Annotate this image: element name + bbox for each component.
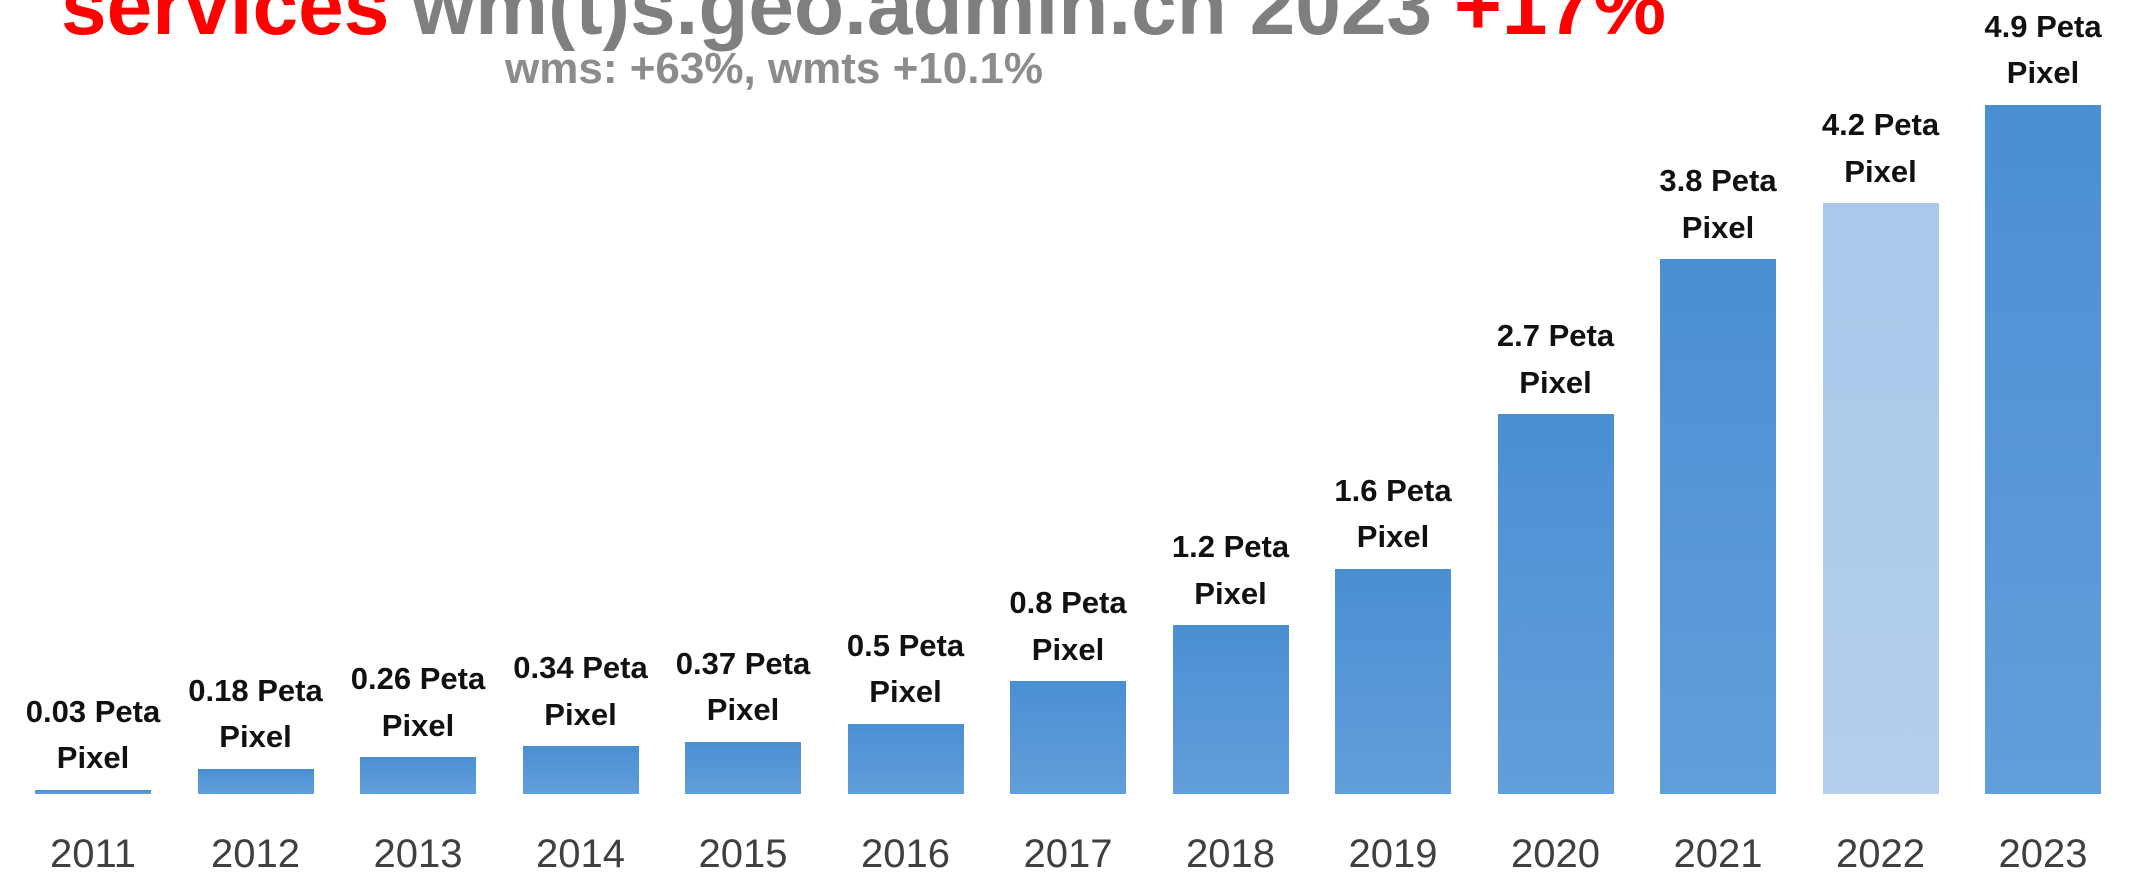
title-part: wm(t)s.geo.admin.ch 2023: [411, 0, 1433, 52]
x-tick-label: 2013: [373, 832, 463, 876]
bar: [1335, 568, 1451, 794]
bar: [847, 723, 964, 794]
x-tick-label: 2023: [1998, 832, 2088, 876]
data-label: 0.34 Peta Pixel: [513, 650, 648, 732]
data-label: 4.9 Peta Pixel: [1984, 8, 2102, 91]
data-label: 3.8 Peta Pixel: [1659, 163, 1777, 245]
data-label: 0.5 Peta Pixel: [846, 627, 965, 710]
x-tick-label: 2019: [1348, 832, 1438, 876]
x-tick-label: 2017: [1023, 832, 1113, 876]
bar: [35, 789, 151, 794]
data-label: 1.2 Peta Pixel: [1171, 529, 1290, 611]
data-label: 2.7 Peta Pixel: [1496, 318, 1615, 400]
x-tick-label: 2020: [1511, 832, 1600, 876]
data-label: 1.6 Peta Pixel: [1334, 472, 1452, 555]
bar: [522, 746, 639, 794]
data-label: 0.8 Peta Pixel: [1009, 585, 1127, 667]
x-tick-label: 2012: [211, 832, 300, 876]
bar: [1985, 104, 2101, 794]
bar: [1172, 625, 1289, 794]
bar: [360, 757, 476, 794]
bar: [1822, 203, 1939, 794]
x-tick-label: 2021: [1673, 832, 1763, 876]
x-tick-label: 2018: [1186, 832, 1275, 876]
data-label: 0.03 Peta Pixel: [25, 693, 161, 776]
x-tick-label: 2011: [49, 832, 136, 876]
title-part: +17%: [1454, 0, 1667, 52]
chart-title: services wm(t)s.geo.admin.ch 2023 +17%: [61, 0, 1688, 54]
x-tick-label: 2014: [536, 832, 625, 876]
bar: [1497, 414, 1614, 794]
data-label: 0.18 Peta Pixel: [188, 672, 323, 755]
data-label: 0.26 Peta Pixel: [350, 661, 486, 743]
bar: [685, 741, 801, 794]
data-label: 0.37 Peta Pixel: [675, 645, 811, 728]
data-label: 4.2 Peta Pixel: [1821, 107, 1940, 189]
x-tick-label: 2016: [861, 832, 950, 876]
title-part: services: [61, 0, 390, 52]
chart-subtitle: wms: +63%, wmts +10.1%: [505, 44, 1044, 93]
bar: [1010, 681, 1126, 794]
bar: [1660, 259, 1776, 794]
bar: [197, 768, 314, 794]
x-tick-label: 2015: [698, 832, 788, 876]
x-tick-label: 2022: [1836, 832, 1925, 876]
